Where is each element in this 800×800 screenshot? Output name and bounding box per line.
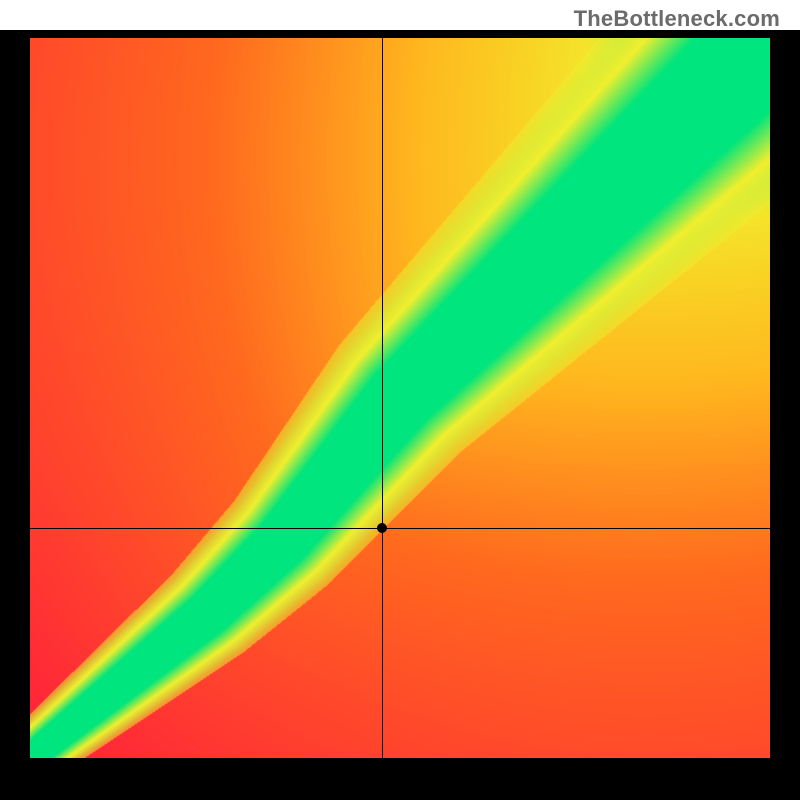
crosshair-horizontal <box>30 528 770 529</box>
chart-frame <box>0 30 800 800</box>
heatmap-canvas <box>30 38 770 758</box>
crosshair-vertical <box>382 38 383 758</box>
watermark-text: TheBottleneck.com <box>574 6 780 32</box>
marker-dot <box>377 523 387 533</box>
bottleneck-chart-container: TheBottleneck.com <box>0 0 800 800</box>
plot-area <box>30 38 770 758</box>
